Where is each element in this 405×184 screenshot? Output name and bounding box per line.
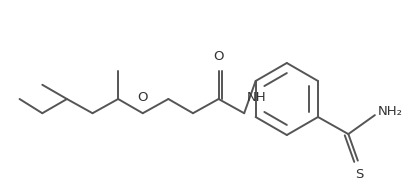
Text: S: S (355, 168, 363, 181)
Text: NH₂: NH₂ (377, 105, 402, 118)
Text: O: O (137, 91, 148, 104)
Text: NH: NH (246, 91, 266, 104)
Text: O: O (213, 50, 223, 63)
